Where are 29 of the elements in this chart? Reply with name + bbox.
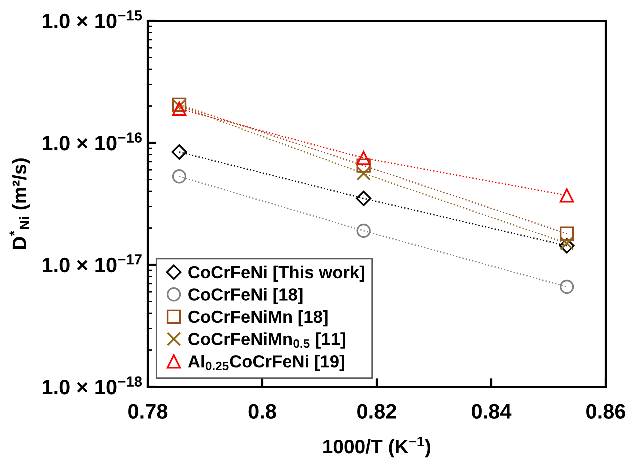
- point: [172, 170, 187, 184]
- y-tick-label: 1.0 × 10$^{−16}$: [42, 132, 142, 151]
- legend-label: CoCrFeNiMn [18]: [188, 310, 328, 327]
- y-tick-label: 1.0 × 10$^{−18}$: [42, 376, 142, 395]
- point: [172, 102, 187, 116]
- point: [356, 224, 371, 238]
- point: [560, 226, 574, 241]
- x-tick-label: 0.8: [248, 404, 276, 419]
- x-tick-label: 0.78: [128, 404, 168, 419]
- x-tick-label: 0.86: [586, 404, 626, 419]
- legend-label: CoCrFeNi [18]: [188, 288, 303, 304]
- y-axis-title: D$^{*}$$_{Ni}$ (m²/s): [10, 158, 30, 250]
- x-tick-label: 0.84: [472, 404, 512, 419]
- point: [356, 158, 371, 173]
- point: [560, 280, 574, 294]
- point: [560, 188, 574, 203]
- y-tick-label: 1.0 × 10$^{−17}$: [42, 254, 142, 273]
- point: [356, 190, 372, 206]
- point: [356, 166, 371, 181]
- legend-label: Al$_{0.25}$CoCrFeNi [19]: [188, 355, 344, 372]
- point: [172, 144, 188, 160]
- point: [356, 151, 371, 166]
- x-tick-label: 0.82: [358, 404, 396, 419]
- point: [559, 238, 575, 254]
- legend-label: CoCrFeNiMn$_{0.5}$ [11]: [188, 332, 346, 349]
- point: [560, 236, 574, 251]
- x-axis-title: 1000/T (K$^{−1}$): [324, 436, 431, 458]
- y-tick-label: 1.0 × 10$^{−15}$: [42, 10, 142, 29]
- legend-label: CoCrFeNi [This work]: [188, 266, 364, 282]
